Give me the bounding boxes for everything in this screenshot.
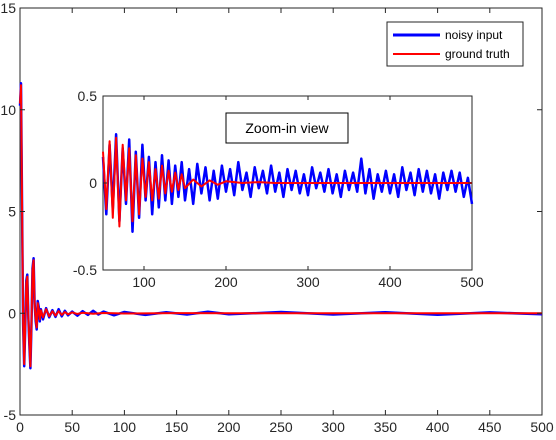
inset-y-ticks: 0.5 0 -0.5 xyxy=(73,88,472,278)
main-y-tick-label: -5 xyxy=(4,407,17,423)
main-x-ticks: 0 50 100 150 200 250 300 350 400 450 500 xyxy=(16,8,554,435)
main-x-tick-label: 500 xyxy=(530,419,554,435)
inset-x-tick-label: 100 xyxy=(132,274,156,290)
main-y-tick-label: 5 xyxy=(8,204,16,220)
inset-series-ground-truth xyxy=(102,136,472,228)
main-x-tick-label: 0 xyxy=(16,419,24,435)
main-x-tick-label: 400 xyxy=(426,419,450,435)
inset-x-tick-label: 400 xyxy=(378,274,402,290)
inset-y-tick-label: -0.5 xyxy=(73,262,97,278)
inset-x-tick-label: 300 xyxy=(296,274,320,290)
zoom-annotation-text: Zoom-in view xyxy=(245,120,329,136)
main-x-tick-label: 300 xyxy=(322,419,346,435)
main-y-tick-label: 15 xyxy=(0,0,16,16)
main-y-tick-label: 0 xyxy=(8,305,16,321)
main-x-tick-label: 350 xyxy=(374,419,398,435)
main-x-tick-label: 150 xyxy=(165,419,189,435)
main-y-tick-label: 10 xyxy=(0,102,16,118)
main-x-tick-label: 250 xyxy=(269,419,293,435)
main-series-lines xyxy=(18,82,543,370)
inset-axes: 100 200 300 400 500 0.5 0 -0.5 Zoom-in view xyxy=(73,88,484,290)
legend-truth-label: ground truth xyxy=(445,47,510,61)
main-x-tick-label: 100 xyxy=(113,419,137,435)
main-series-ground-truth xyxy=(19,84,542,368)
main-x-tick-label: 200 xyxy=(217,419,241,435)
inset-y-tick-label: 0.5 xyxy=(78,88,98,104)
zoom-annotation-box xyxy=(225,112,349,144)
main-x-tick-label: 50 xyxy=(64,419,80,435)
inset-x-tick-label: 200 xyxy=(214,274,238,290)
inset-series-lines xyxy=(101,133,474,233)
main-y-ticks: -5 0 5 10 15 xyxy=(0,0,542,423)
inset-y-tick-label: 0 xyxy=(89,175,97,191)
inset-x-tick-label: 500 xyxy=(460,274,484,290)
inset-x-ticks: 100 200 300 400 500 xyxy=(132,96,484,290)
main-x-tick-label: 450 xyxy=(478,419,502,435)
legend-box xyxy=(386,21,524,67)
legend-noisy-label: noisy input xyxy=(445,28,503,42)
legend: noisy input ground truth xyxy=(386,21,524,67)
